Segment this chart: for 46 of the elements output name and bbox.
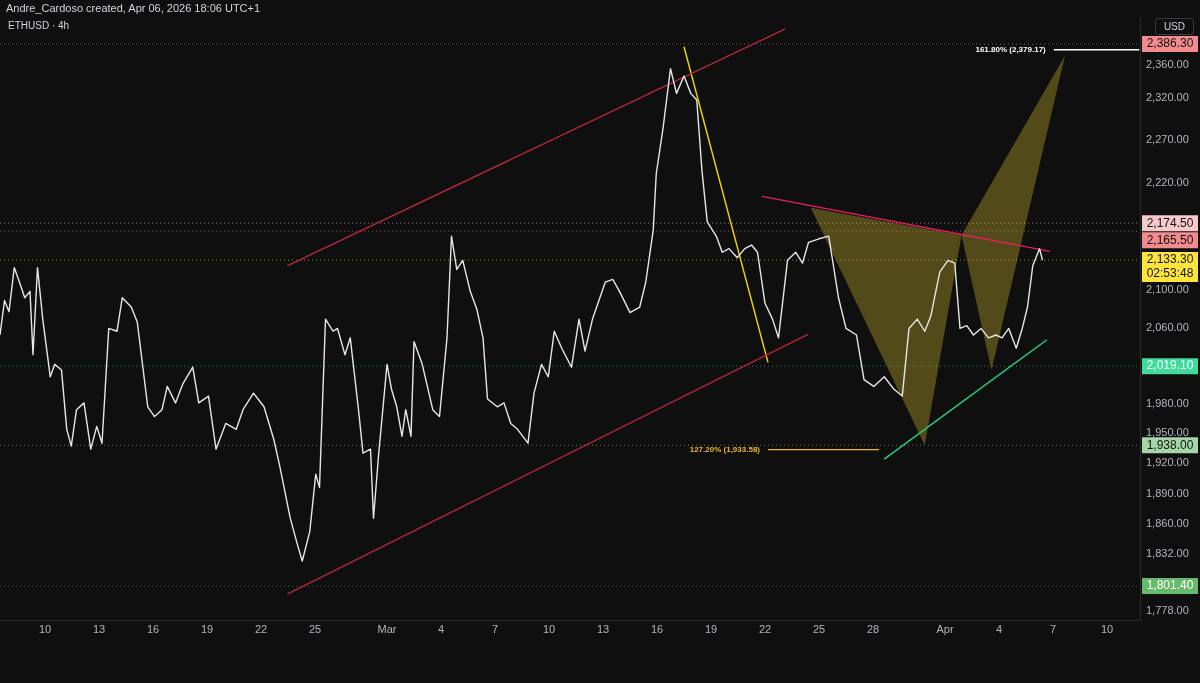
y-tick-label: 1,980.00 — [1146, 396, 1189, 409]
x-tick-label: 22 — [758, 622, 772, 635]
ref-line-label: 2,133.30 — [1146, 252, 1194, 267]
ref-line-label: 1,801.40 — [1146, 578, 1194, 593]
y-tick-label: 2,270.00 — [1146, 133, 1189, 146]
y-tick-label: 2,060.00 — [1146, 320, 1189, 333]
x-tick-label: 28 — [866, 622, 880, 635]
y-axis-title: USD — [1154, 18, 1194, 35]
ref-line-label: 2,019.10 — [1146, 358, 1194, 373]
y-tick-label: 1,860.00 — [1146, 517, 1189, 530]
x-tick-label: 22 — [254, 622, 268, 635]
x-tick-label: 10 — [542, 622, 556, 635]
ref-line-label: 2,165.50 — [1146, 232, 1194, 247]
y-tick-label: 1,890.00 — [1146, 486, 1189, 499]
x-tick-label: Mar — [377, 622, 397, 635]
x-tick-label: 4 — [995, 622, 1003, 635]
x-tick-label: 19 — [200, 622, 214, 635]
ref-line-label: 1,938.00 — [1146, 437, 1194, 452]
x-tick-label: 13 — [596, 622, 610, 635]
x-tick-label: 4 — [437, 622, 445, 635]
annotation: 161.80% (2,379.17) — [975, 45, 1047, 55]
y-tick-label: 2,360.00 — [1146, 58, 1189, 71]
y-tick-label: 1,778.00 — [1146, 604, 1189, 617]
y-tick-label: 1,950.00 — [1146, 426, 1189, 439]
y-tick-label: 1,832.00 — [1146, 546, 1189, 559]
chart-title: ETHUSD · 4h — [8, 20, 70, 31]
x-tick-label: 10 — [1100, 622, 1114, 635]
y-tick-label: 1,920.00 — [1146, 456, 1189, 469]
x-tick-label: 19 — [704, 622, 718, 635]
x-tick-label: 16 — [146, 622, 160, 635]
ref-line-label: 2,386.30 — [1146, 36, 1194, 51]
x-tick-label: 13 — [92, 622, 106, 635]
x-tick-label: 25 — [812, 622, 826, 635]
y-tick-label: 2,220.00 — [1146, 176, 1189, 189]
x-tick-label: 7 — [491, 622, 499, 635]
y-tick-label: 2,320.00 — [1146, 91, 1189, 104]
y-tick-label: 2,100.00 — [1146, 283, 1189, 296]
x-tick-label: 25 — [308, 622, 322, 635]
x-tick-label: 16 — [650, 622, 664, 635]
text: 02:53:48 — [1146, 266, 1194, 281]
x-tick-label: 7 — [1049, 622, 1057, 635]
ref-line-label: 2,174.50 — [1146, 215, 1194, 230]
annotation: 127.20% (1,933.58) — [689, 444, 761, 454]
x-tick-label: Apr — [936, 622, 954, 635]
chart-subtitle: Andre_Cardoso created, Apr 06, 2026 18:06 UTC+1 — [6, 2, 261, 14]
x-tick-label: 10 — [38, 622, 52, 635]
